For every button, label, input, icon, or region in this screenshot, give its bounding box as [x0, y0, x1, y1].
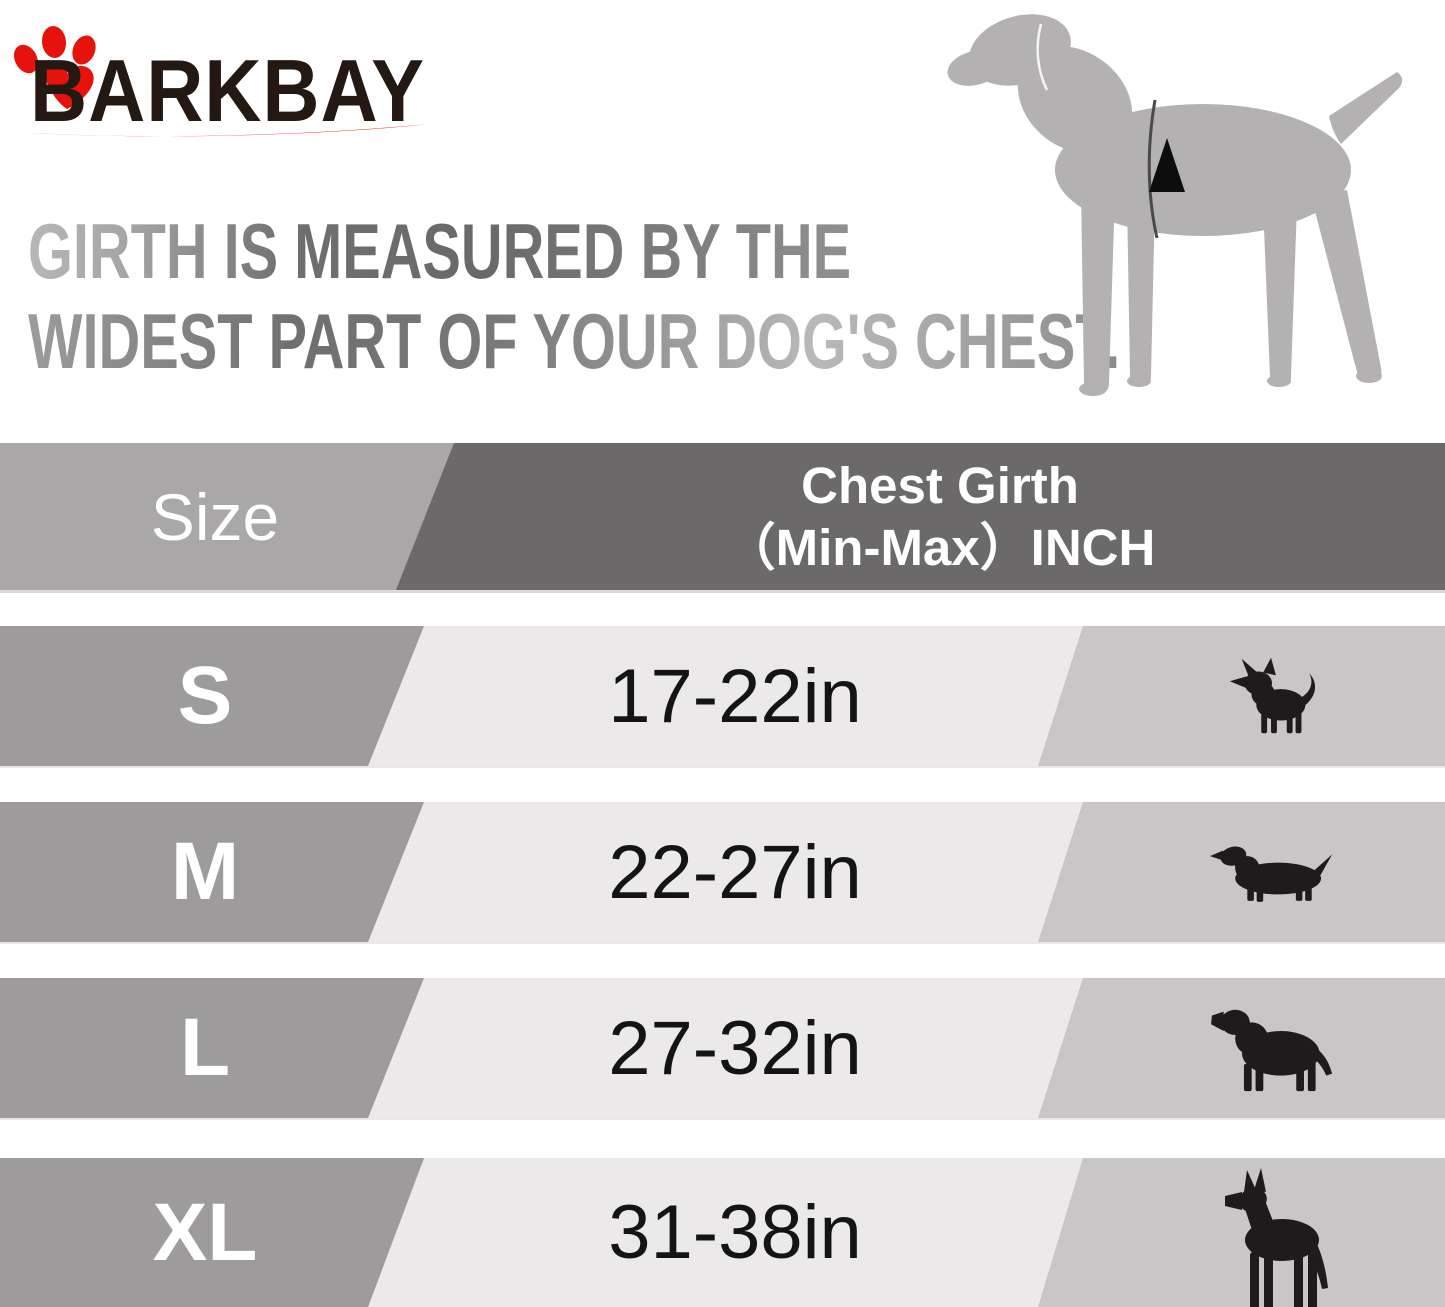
girth-value-m: 22-27in — [608, 829, 862, 915]
table-row-l: L 27-32in — [0, 978, 1445, 1118]
paw-icon — [14, 26, 96, 109]
brand-name: BARKBAY — [30, 41, 426, 140]
girth-instruction-line1: GIRTH IS MEASURED BY THE — [28, 207, 852, 295]
size-label-l: L — [179, 1002, 231, 1093]
table-row-s: S 17-22in — [0, 626, 1445, 766]
table-row-m: M 22-27in — [0, 802, 1445, 942]
girth-header-line1: Chest Girth — [801, 456, 1079, 514]
size-label-m: M — [170, 826, 240, 917]
size-label-xl: XL — [152, 1186, 258, 1278]
girth-instruction-line2: WIDEST PART OF YOUR DOG'S CHEST. — [28, 297, 1121, 385]
labrador-icon — [1210, 1009, 1332, 1092]
ear-highlight — [1036, 23, 1049, 91]
girth-value-l: 27-32in — [608, 1005, 862, 1091]
great-dane-icon — [1224, 1168, 1328, 1307]
girth-line — [1147, 99, 1159, 239]
swoosh-underline — [30, 124, 430, 137]
up-triangle-arrow-icon — [1149, 138, 1185, 192]
size-column-header: Size — [150, 479, 280, 554]
dog-silhouette — [947, 14, 1403, 396]
table-row-xl: XL 31-38in — [0, 1158, 1445, 1307]
girth-column-header: Chest Girth （Min-Max）INCH — [560, 443, 1320, 590]
size-label-s: S — [177, 650, 233, 741]
chihuahua-icon — [1229, 657, 1315, 734]
girth-value-s: 17-22in — [608, 653, 862, 739]
girth-header-line2: （Min-Max）INCH — [724, 518, 1156, 576]
header-size-panel — [0, 443, 454, 590]
dachshund-icon — [1209, 846, 1332, 902]
table-header: Size Chest Girth （Min-Max）INCH — [0, 443, 1445, 590]
girth-value-xl: 31-38in — [608, 1190, 862, 1275]
